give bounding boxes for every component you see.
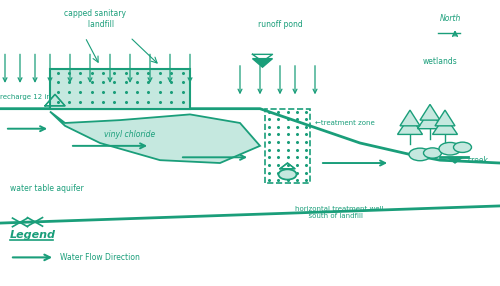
Text: water table aquifer: water table aquifer (10, 184, 84, 193)
Polygon shape (50, 69, 190, 109)
Circle shape (278, 169, 296, 180)
Text: North: North (440, 14, 460, 23)
Polygon shape (420, 104, 440, 120)
Text: horizontal treatment well
      south of landfill: horizontal treatment well south of landf… (295, 206, 384, 219)
Circle shape (454, 142, 471, 152)
Text: creek: creek (468, 156, 488, 165)
Text: recharge 12 in/yr: recharge 12 in/yr (0, 94, 60, 100)
Polygon shape (252, 59, 272, 67)
Text: wetlands: wetlands (422, 57, 458, 66)
Polygon shape (432, 116, 458, 134)
Text: runoff pond: runoff pond (258, 20, 302, 29)
Text: Legend: Legend (10, 230, 56, 240)
Text: vinyl chloride: vinyl chloride (104, 130, 156, 139)
Circle shape (409, 148, 431, 161)
Polygon shape (50, 112, 260, 163)
Text: Water Flow Direction: Water Flow Direction (60, 253, 140, 262)
Polygon shape (435, 110, 455, 126)
Circle shape (424, 148, 442, 158)
Polygon shape (448, 157, 462, 163)
Circle shape (439, 142, 461, 155)
Polygon shape (400, 110, 420, 126)
Polygon shape (398, 116, 422, 134)
Text: ←treatment zone: ←treatment zone (315, 120, 375, 126)
Text: capped sanitary
     landfill: capped sanitary landfill (64, 9, 126, 29)
Polygon shape (418, 110, 442, 129)
